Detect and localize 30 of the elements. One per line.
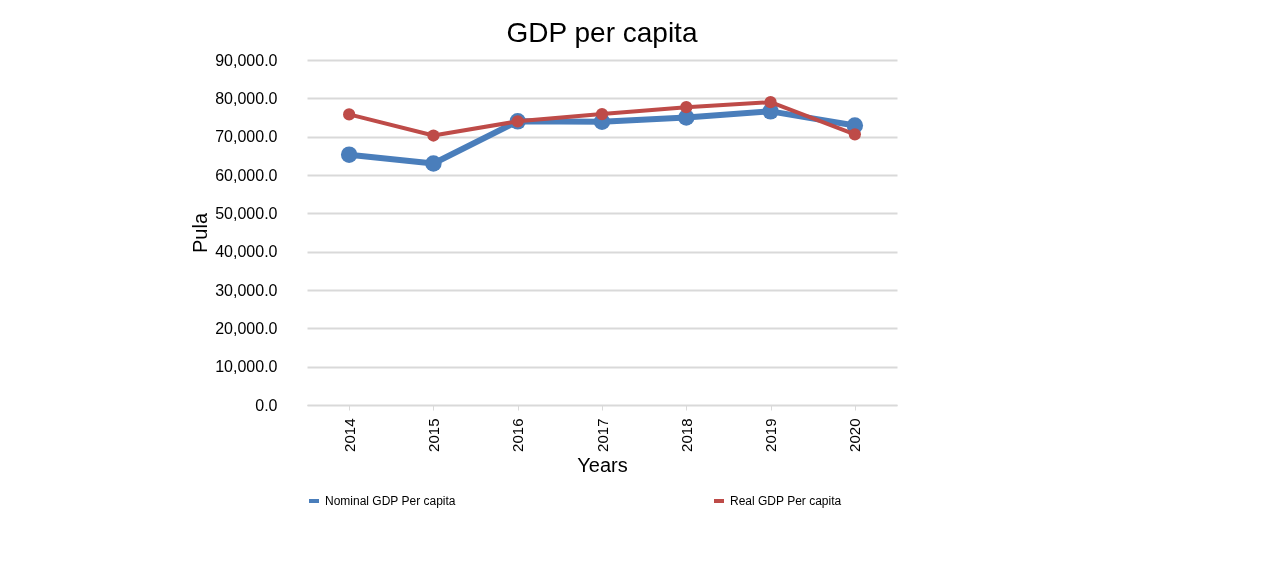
x-tick-label: 2019 [762, 418, 780, 452]
point [680, 101, 693, 114]
x-tick-label: 2014 [340, 418, 358, 452]
y-tick-label: 40,000.0 [215, 243, 278, 261]
x-tick-label: 2016 [509, 418, 527, 452]
chart-title: GDP per capita [506, 17, 698, 48]
y-tick-label: 30,000.0 [215, 281, 278, 299]
y-tick-label: 50,000.0 [215, 204, 278, 222]
y-tick-label: 10,000.0 [215, 358, 278, 376]
y-tick-label: 70,000.0 [215, 128, 278, 146]
x-tick-label: 2018 [677, 418, 695, 452]
point [595, 107, 609, 121]
y-tick-label: 20,000.0 [215, 319, 278, 337]
x-tick-label: 2020 [846, 418, 864, 452]
y-axis-title: Pula [189, 212, 212, 254]
point [343, 108, 356, 121]
x-tick-label: 2017 [593, 418, 611, 452]
legend-label: Nominal GDP Per capita [325, 494, 456, 508]
point [340, 146, 358, 163]
x-axis-title: Years [577, 453, 628, 476]
y-tick-label: 80,000.0 [215, 89, 278, 107]
point [848, 128, 861, 141]
x-tick-label: 2015 [424, 418, 442, 452]
y-tick-label: 90,000.0 [215, 51, 278, 69]
legend-label: Real GDP Per capita [730, 494, 842, 508]
y-tick-label: 60,000.0 [215, 166, 278, 184]
point [427, 129, 440, 142]
point [425, 155, 442, 172]
y-tick-label: 0.0 [255, 396, 278, 414]
point [764, 96, 777, 109]
